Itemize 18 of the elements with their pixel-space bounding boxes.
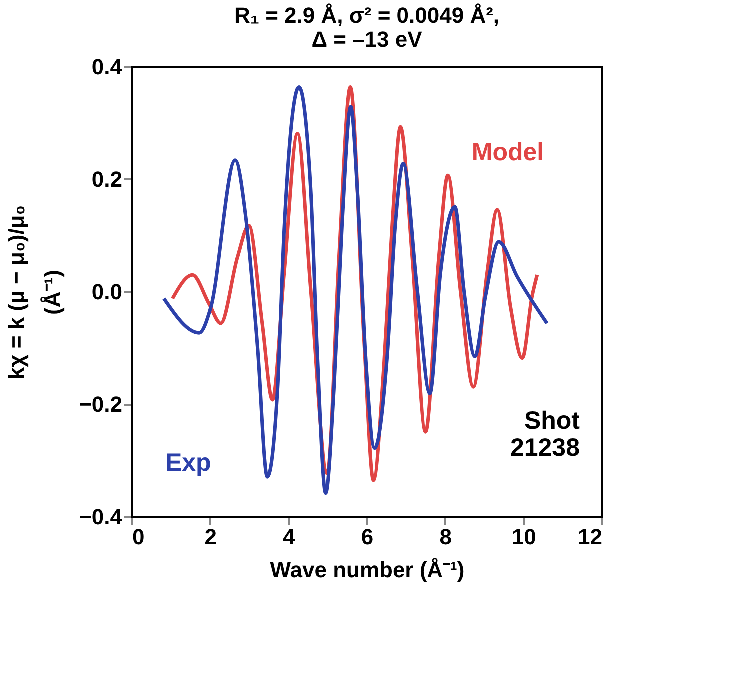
text: Exp xyxy=(165,449,212,477)
y-tick-label: −0.4 xyxy=(79,504,124,530)
x-tick-label: 10 xyxy=(512,524,536,550)
y-tick-label: 0.2 xyxy=(92,167,122,192)
y-tick-label: 0.0 xyxy=(92,280,122,304)
y-axis-title: kχ = k (μ − μ₀)/μ₀ (Å⁻¹) xyxy=(4,205,66,380)
x-tick-label: 4 xyxy=(283,524,296,550)
x-tick-label: 8 xyxy=(440,524,452,550)
x-tick-label: 12 xyxy=(578,524,602,550)
y-tick-label: 0.4 xyxy=(92,54,124,80)
series-label: Model xyxy=(472,138,544,166)
annotation: Shot 21238 xyxy=(510,407,581,462)
x-tick-label: 6 xyxy=(361,524,374,550)
chart-title: R₁ = 2.9 Å, σ² = 0.0049 Å², Δ = –13 eV xyxy=(234,3,500,52)
y-tick-label: −0.2 xyxy=(79,392,122,417)
x-tick-label: 0 xyxy=(132,524,145,550)
x-axis-title: Wave number (Å⁻¹) xyxy=(270,558,465,582)
x-tick-label: 2 xyxy=(204,524,217,550)
